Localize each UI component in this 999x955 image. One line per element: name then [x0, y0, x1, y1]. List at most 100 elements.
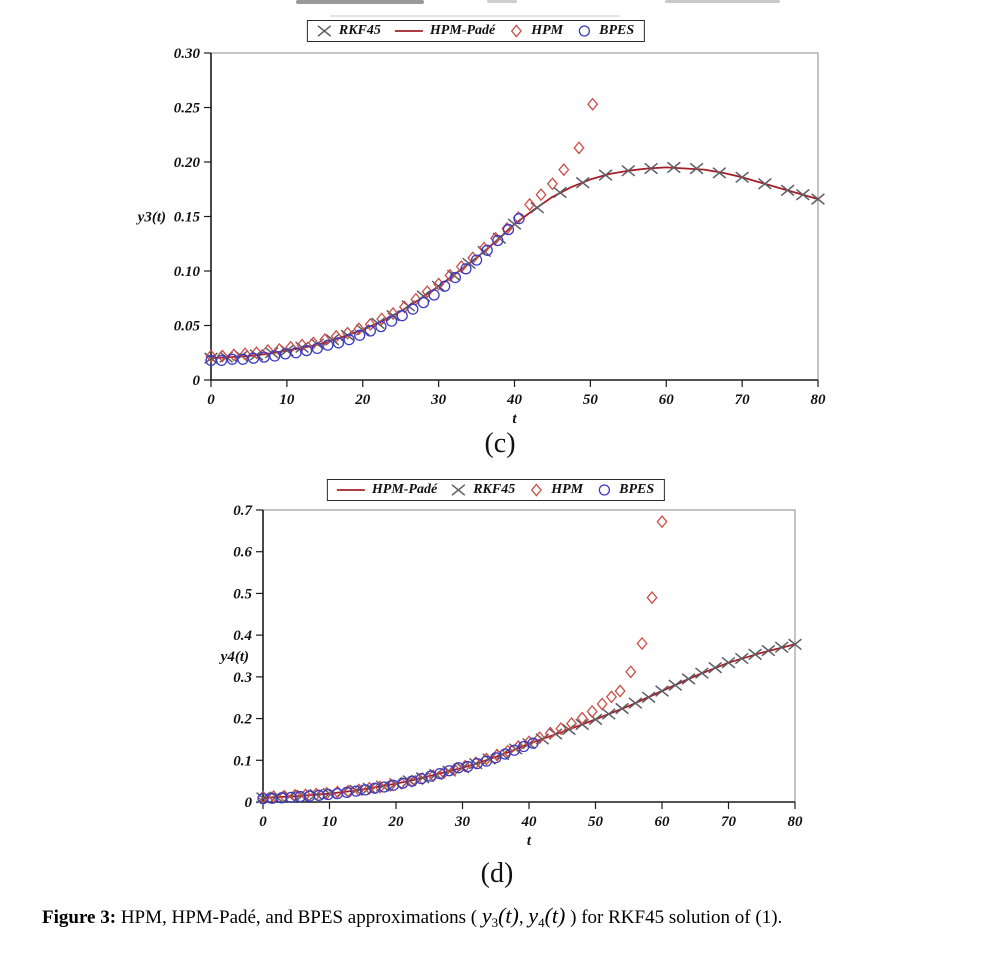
bpes-circle-marker — [354, 329, 366, 341]
hpm-diamond-marker — [511, 24, 523, 38]
hpm-diamond-marker — [421, 285, 433, 299]
hpm-diamond-marker — [216, 349, 228, 363]
hpm-diamond-marker — [239, 347, 251, 361]
bpes-circle-marker — [385, 315, 398, 327]
rkf45-cross-marker — [668, 679, 683, 691]
diamond-legend-symbol — [531, 483, 543, 497]
hpm-diamond-marker — [586, 704, 598, 719]
rkf45-cross-marker — [721, 656, 736, 669]
rkf45-cross-marker — [689, 162, 704, 175]
chart-c-legend: RKF45 HPM-Padé HPM BPES — [306, 20, 646, 42]
rkf45-cross-marker — [451, 484, 466, 496]
series-HPM — [205, 97, 599, 363]
y-tick-label: 0.4 — [233, 628, 252, 644]
hpm-diamond-marker — [455, 260, 467, 274]
hpm-diamond-marker — [387, 306, 399, 321]
legend-item-hpm: HPM — [528, 482, 583, 498]
hpm-diamond-marker — [656, 515, 668, 529]
bpes-circle-marker — [439, 280, 451, 292]
bpes-circle-marker — [499, 748, 511, 760]
rkf45-cross-marker — [788, 638, 802, 651]
y-tick-label: 0 — [193, 373, 201, 389]
hpm-diamond-marker — [427, 769, 439, 783]
x-tick-label: 30 — [454, 814, 471, 830]
chart-d-legend: HPM-Padé RKF45 HPM BPES — [326, 479, 666, 501]
rkf45-cross-marker — [317, 25, 332, 37]
legend-item-rkf45: RKF45 — [316, 23, 381, 39]
figure-caption-separator: , — [518, 907, 529, 928]
hpm-diamond-marker — [342, 326, 354, 340]
y-tick-label: 0.30 — [174, 46, 201, 62]
y-tick-label: 0.7 — [233, 503, 252, 519]
hpm-diamond-marker — [364, 317, 376, 332]
y-ticks: 0 0.05 0.10 0.15 0.20 0.25 0.30 — [174, 46, 211, 389]
legend-label: HPM-Padé — [429, 23, 496, 38]
bpes-circle-marker — [449, 271, 461, 284]
legend-item-hpm-pad-: HPM-Padé — [394, 23, 495, 39]
rkf45-cross-marker — [811, 193, 825, 205]
x-tick-label: 50 — [583, 392, 599, 408]
bpes-circle-marker — [215, 354, 228, 367]
rkf45-cross-marker — [735, 171, 749, 184]
y-ticks: 0 0.1 0.2 0.3 0.4 0.5 0.6 0.7 — [233, 503, 263, 811]
hpm-diamond-marker — [300, 788, 312, 802]
x-tick-label: 10 — [279, 392, 295, 408]
x-ticks: 0 10 20 30 40 50 60 70 80 — [259, 802, 803, 830]
cropped-artifact — [296, 0, 424, 4]
hpm-diamond-marker — [636, 636, 648, 651]
hpm-diamond-marker — [576, 711, 588, 725]
bpes-circle-marker — [428, 289, 440, 301]
bpes-circle-marker — [257, 793, 269, 805]
rkf45-cross-marker — [553, 186, 567, 199]
legend-label: BPES — [619, 482, 655, 497]
rkf45-cross-marker — [748, 648, 762, 661]
y-tick-label: 0.05 — [174, 319, 201, 335]
hpm-diamond-marker — [448, 762, 461, 777]
bpes-circle-marker — [237, 353, 249, 365]
hpm-diamond-marker — [205, 349, 217, 363]
hpm-diamond-marker — [228, 348, 240, 362]
bpes-circle-marker — [332, 337, 345, 349]
bpes-circle-marker — [364, 325, 376, 337]
hpm-diamond-marker — [489, 231, 502, 245]
line-legend-symbol — [394, 30, 423, 32]
legend-item-hpm-pad-: HPM-Padé — [336, 482, 437, 498]
circle-legend-symbol — [598, 484, 611, 496]
hpm-diamond-marker — [555, 721, 567, 736]
rkf45-cross-marker — [446, 269, 461, 282]
y-tick-label: 0.15 — [174, 210, 201, 226]
legend-item-bpes: BPES — [596, 482, 654, 498]
x-axis-label: t — [527, 833, 532, 849]
legend-label: RKF45 — [473, 482, 516, 497]
hpm-diamond-marker — [614, 684, 626, 698]
bpes-circle-marker — [343, 334, 355, 346]
bpes-circle-marker — [258, 351, 270, 363]
x-tick-label: 0 — [207, 392, 215, 408]
legend-label: HPM — [551, 482, 584, 497]
y-tick-label: 0 — [245, 795, 253, 811]
x-tick-label: 60 — [659, 392, 675, 408]
math-y4: y4(t) — [528, 903, 566, 930]
bpes-circle-marker — [311, 342, 323, 355]
x-tick-label: 30 — [430, 392, 447, 408]
bpes-circle-marker — [269, 350, 281, 362]
figure-caption-text: HPM, HPM-Padé, and BPES approximations ( — [116, 907, 482, 928]
bpes-circle-marker — [375, 320, 387, 333]
rkf45-cross-marker — [615, 702, 629, 715]
cross-legend-symbol — [317, 25, 332, 37]
rkf45-cross-marker — [601, 708, 616, 720]
cropped-artifact — [330, 15, 620, 17]
rkf45-cross-marker — [666, 161, 681, 174]
bpes-circle-marker — [470, 254, 483, 266]
bpes-circle-marker — [508, 744, 521, 756]
rkf45-cross-marker — [681, 673, 696, 685]
hpm-diamond-marker — [374, 780, 386, 794]
hpm-diamond-marker — [605, 690, 618, 704]
rkf45-cross-marker — [598, 169, 613, 181]
y-tick-label: 0.5 — [233, 586, 252, 602]
hpm-diamond-marker — [353, 322, 365, 336]
x-tick-label: 60 — [655, 814, 671, 830]
rkf45-cross-marker — [641, 691, 656, 704]
cropped-artifact — [487, 0, 517, 3]
